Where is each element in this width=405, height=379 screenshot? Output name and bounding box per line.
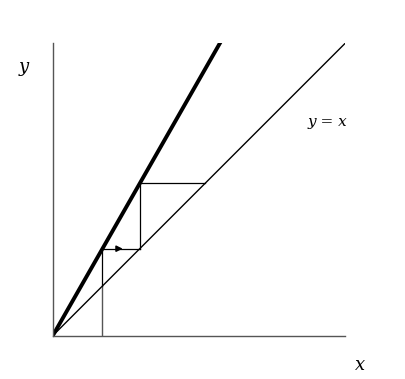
Text: y = x: y = x (306, 115, 346, 129)
Text: y: y (19, 58, 28, 76)
Text: x: x (354, 356, 364, 374)
